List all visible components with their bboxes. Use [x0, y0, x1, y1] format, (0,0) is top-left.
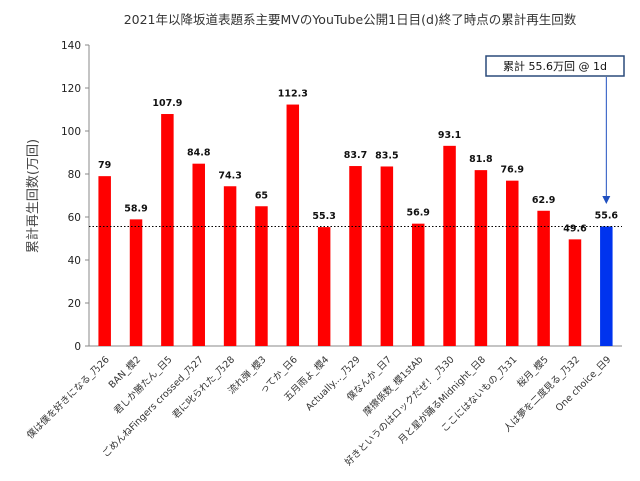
bars: 79 58.9 107.9 84.8 74.3 65 112.3 55.3 83.7 83.5 56… [98, 89, 619, 347]
x-tick-label: One choice_日9 [554, 354, 614, 414]
bar [600, 226, 613, 346]
y-tick-label: 120 [61, 83, 81, 95]
bar [286, 104, 300, 347]
bar [411, 223, 425, 346]
bar-value-label: 65 [255, 190, 268, 201]
bar [223, 186, 237, 346]
bar-value-label: 49.6 [563, 223, 587, 234]
x-tick-label: 摩擦係数_櫻1stAb [361, 354, 426, 419]
callout-arrowhead [602, 196, 611, 204]
bar [98, 176, 111, 346]
bar-value-label: 79 [98, 160, 111, 171]
y-tick-label: 0 [74, 341, 81, 353]
bar [380, 166, 394, 346]
bar-value-label: 84.8 [187, 148, 211, 159]
y-tick-label: 40 [68, 255, 81, 267]
bar-value-label: 74.3 [218, 170, 241, 181]
bar [161, 114, 174, 346]
y-tick-label: 20 [68, 298, 81, 310]
bar [192, 163, 205, 346]
bar [443, 145, 456, 346]
bar-value-label: 58.9 [124, 203, 147, 214]
bar-value-label: 83.7 [344, 150, 367, 161]
bar-value-label: 112.3 [278, 89, 308, 100]
bar-value-label: 76.9 [501, 165, 524, 176]
bar [474, 170, 488, 346]
bar [568, 239, 582, 346]
bar [349, 166, 362, 346]
bar-value-label: 55.3 [312, 211, 335, 222]
bar [317, 227, 331, 346]
callout-box [485, 55, 625, 77]
bar-value-label: 81.8 [469, 154, 493, 165]
callout-text: 累計 55.6万回 @ 1d [503, 59, 607, 73]
y-tick-label: 140 [61, 40, 81, 52]
callout: 累計 55.6万回 @ 1d [485, 55, 625, 204]
x-tick-label: 君しか勝たん_日5 [111, 354, 174, 417]
bar-value-label: 56.9 [406, 208, 429, 219]
y-tick-label: 80 [68, 169, 81, 181]
y-tick-label: 60 [68, 212, 81, 224]
bar [537, 210, 550, 346]
bar-value-label: 83.5 [375, 150, 398, 161]
x-tick-label: 好きというのはロックだぜ！_乃30 [342, 354, 456, 468]
chart-title: 2021年以降坂道表題系主要MVのYouTube公開1日目(d)終了時点の累計再… [124, 12, 577, 27]
y-tick-label: 100 [61, 126, 81, 138]
category-labels: 僕は僕を好きになる_乃26BAN_櫻2君しか勝たん_日5ごめんねFingers … [24, 354, 613, 468]
bar [506, 180, 519, 346]
bar-value-label: 107.9 [152, 98, 182, 109]
x-tick-label: 僕は僕を好きになる_乃26 [24, 354, 112, 442]
x-tick-label: Actually..._乃29 [304, 354, 363, 413]
y-axis: 0 20 40 60 80 100 120 140 [61, 40, 622, 353]
bar-value-label: 62.9 [532, 195, 555, 206]
y-axis-label: 累計再生回数(万回) [25, 139, 41, 253]
bar-value-label: 55.6 [595, 210, 619, 221]
bar-value-label: 93.1 [438, 130, 461, 141]
bar [255, 206, 268, 346]
bar [129, 219, 143, 346]
